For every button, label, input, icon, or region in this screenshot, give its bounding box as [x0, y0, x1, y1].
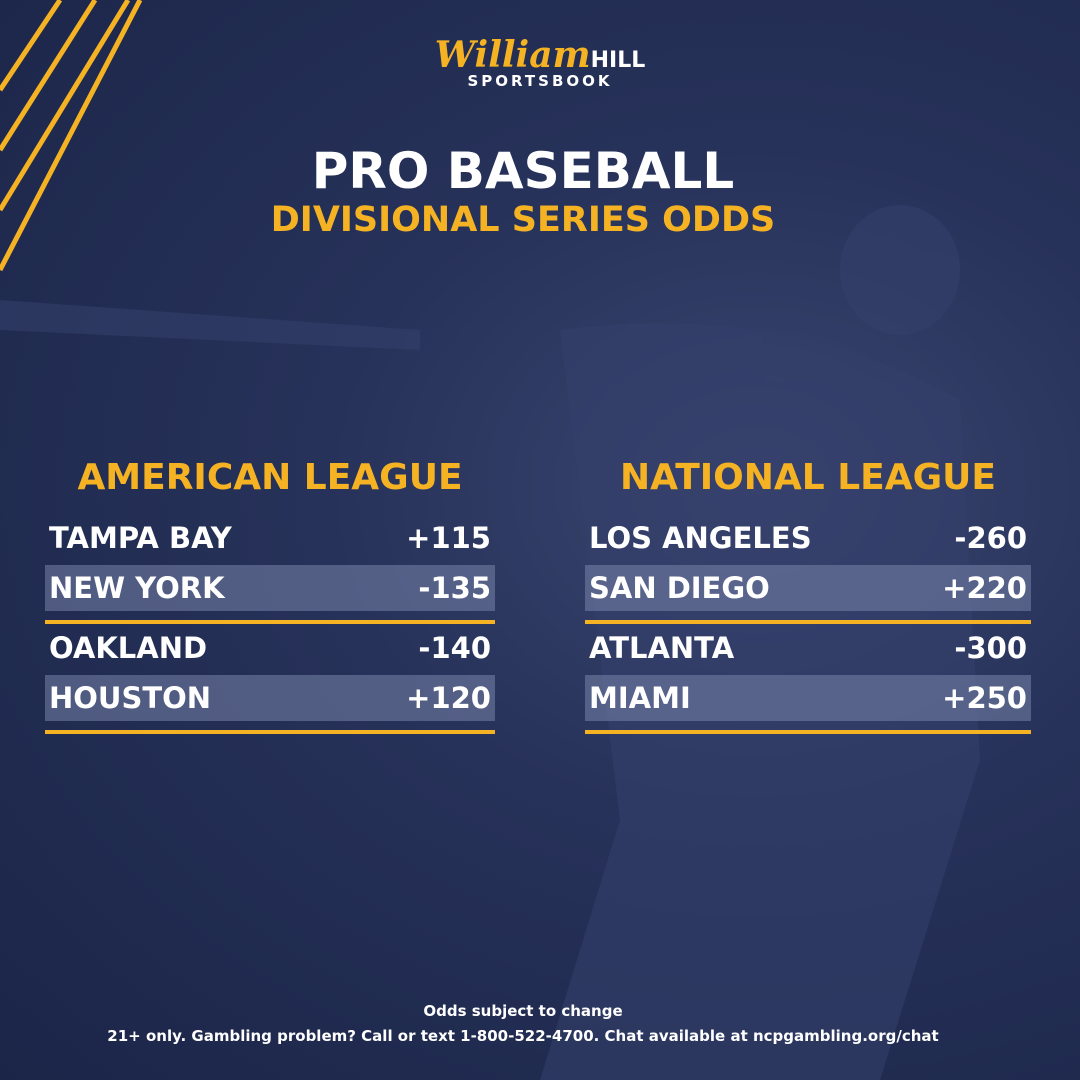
team-odds: +120: [406, 681, 491, 715]
league-name: NATIONAL LEAGUE: [620, 457, 996, 498]
team-name: ATLANTA: [589, 631, 735, 665]
team-odds: -260: [954, 521, 1027, 555]
logo: WilliamHILL SPORTSBOOK: [0, 34, 1080, 90]
team-row: NEW YORK -135: [45, 565, 495, 611]
team-odds: -140: [418, 631, 491, 665]
divider: [45, 620, 495, 624]
league-name: AMERICAN LEAGUE: [77, 457, 463, 498]
team-odds: +115: [406, 521, 491, 555]
divider: [585, 620, 1031, 624]
footer-note: Odds subject to change: [423, 1002, 623, 1020]
team-row: TAMPA BAY +115: [45, 515, 495, 561]
team-odds: +220: [942, 571, 1027, 605]
team-odds: -300: [954, 631, 1027, 665]
team-name: TAMPA BAY: [49, 521, 232, 555]
team-name: LOS ANGELES: [589, 521, 812, 555]
team-odds: -135: [418, 571, 491, 605]
team-row: OAKLAND -140: [45, 625, 495, 671]
team-name: OAKLAND: [49, 631, 208, 665]
divider: [45, 730, 495, 734]
footer-disclaimer: 21+ only. Gambling problem? Call or text…: [107, 1027, 939, 1045]
team-row: LOS ANGELES -260: [585, 515, 1031, 561]
title: PRO BASEBALL: [311, 142, 735, 200]
divider: [585, 730, 1031, 734]
logo-bold: HILL: [590, 48, 646, 73]
logo-script: William: [434, 34, 591, 76]
team-name: HOUSTON: [49, 681, 212, 715]
team-name: SAN DIEGO: [589, 571, 770, 605]
team-row: HOUSTON +120: [45, 675, 495, 721]
team-name: NEW YORK: [49, 571, 225, 605]
team-name: MIAMI: [589, 681, 691, 715]
team-odds: +250: [942, 681, 1027, 715]
subtitle: DIVISIONAL SERIES ODDS: [270, 200, 776, 240]
team-row: ATLANTA -300: [585, 625, 1031, 671]
team-row: SAN DIEGO +220: [585, 565, 1031, 611]
team-row: MIAMI +250: [585, 675, 1031, 721]
logo-sub: SPORTSBOOK: [467, 72, 613, 90]
